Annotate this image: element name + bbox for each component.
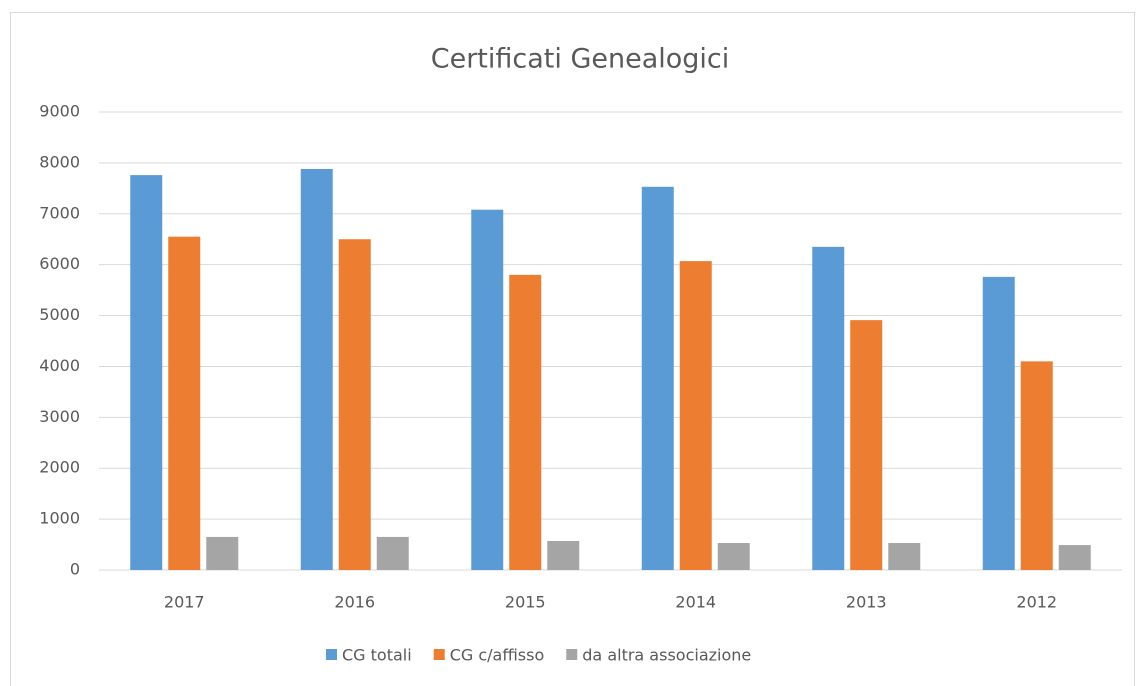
bar (1020, 361, 1053, 570)
bar (130, 175, 163, 570)
y-tick-label: 4000 (39, 356, 80, 375)
bar (812, 246, 845, 570)
y-tick-label: 9000 (39, 102, 80, 121)
x-tick-label: 2013 (846, 593, 887, 612)
bar (717, 543, 750, 570)
bar (641, 186, 674, 570)
legend-swatch (326, 649, 337, 660)
y-tick-label: 2000 (39, 458, 80, 477)
y-tick-label: 8000 (39, 152, 80, 171)
bar (888, 543, 921, 570)
legend-label: CG c/affisso (450, 646, 545, 665)
bar (376, 536, 409, 570)
bar (850, 320, 883, 570)
x-tick-label: 2014 (675, 593, 716, 612)
x-tick-label: 2016 (334, 593, 375, 612)
y-tick-label: 7000 (39, 203, 80, 222)
bar (982, 276, 1015, 570)
y-tick-label: 3000 (39, 407, 80, 426)
bar (679, 261, 712, 570)
x-tick-label: 2017 (164, 593, 205, 612)
bar (509, 274, 542, 570)
legend-label: da altra associazione (582, 646, 751, 665)
bar (206, 536, 239, 570)
bar (338, 239, 371, 570)
legend-swatch (433, 649, 445, 660)
bar (1058, 545, 1091, 570)
y-tick-label: 6000 (39, 254, 80, 273)
y-tick-label: 0 (70, 560, 80, 579)
legend-swatch (566, 649, 578, 660)
y-tick-label: 1000 (39, 509, 80, 528)
bar (471, 209, 504, 570)
bar (168, 236, 201, 570)
x-tick-label: 2015 (505, 593, 546, 612)
bar (300, 168, 333, 571)
legend-label: CG totali (342, 646, 412, 665)
chart-title: Certificati Genealogici (431, 44, 730, 75)
y-tick-label: 5000 (39, 305, 80, 324)
x-tick-label: 2012 (1016, 593, 1057, 612)
bar (547, 540, 580, 570)
